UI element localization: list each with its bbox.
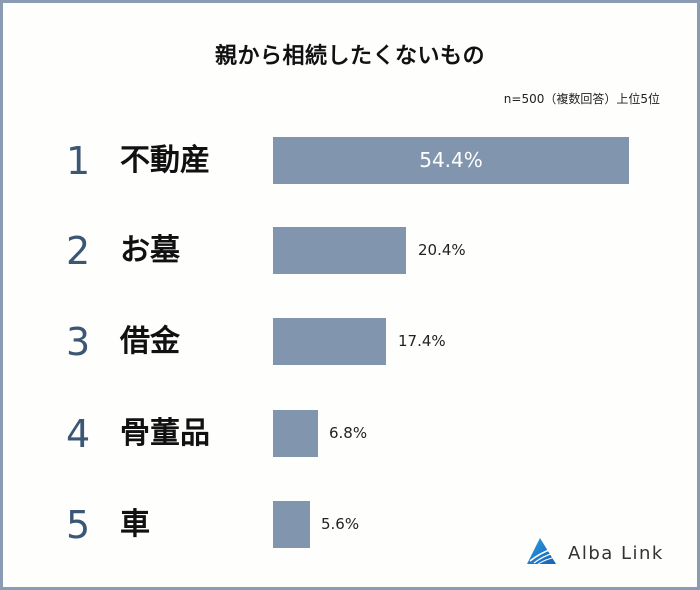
value-label: 54.4% xyxy=(419,148,483,172)
bar-row: 3 借金 17.4% xyxy=(0,318,700,366)
rank-number: 5 xyxy=(66,503,91,547)
logo-text: Alba Link xyxy=(568,542,664,564)
category-label: 不動産 xyxy=(120,143,210,178)
bar: 54.4% xyxy=(273,137,629,184)
bar-row: 5 車 5.6% xyxy=(0,501,700,549)
category-label: 車 xyxy=(120,507,150,542)
alba-link-triangle-icon xyxy=(526,537,558,569)
rank-number: 4 xyxy=(66,412,91,456)
value-label: 6.8% xyxy=(329,424,368,442)
bar xyxy=(273,318,386,365)
bar-row: 4 骨董品 6.8% xyxy=(0,410,700,458)
rank-number: 3 xyxy=(66,320,91,364)
category-label: お墓 xyxy=(120,233,180,268)
rank-number: 2 xyxy=(66,229,91,273)
category-label: 骨董品 xyxy=(120,416,210,451)
bar-row: 2 お墓 20.4% xyxy=(0,227,700,275)
alba-link-logo: Alba Link xyxy=(526,538,664,568)
category-label: 借金 xyxy=(120,324,180,359)
bar-row: 1 不動産 54.4% xyxy=(0,137,700,185)
chart-title: 親から相続したくないもの xyxy=(214,44,485,69)
chart-frame xyxy=(3,3,697,587)
value-label: 20.4% xyxy=(418,241,466,259)
bar xyxy=(273,501,310,548)
rank-number: 1 xyxy=(66,139,91,183)
value-label: 17.4% xyxy=(398,332,446,350)
bar xyxy=(273,227,406,274)
bar xyxy=(273,410,318,457)
sample-note: n=500（複数回答）上位5位 xyxy=(503,92,660,106)
value-label: 5.6% xyxy=(321,515,360,533)
